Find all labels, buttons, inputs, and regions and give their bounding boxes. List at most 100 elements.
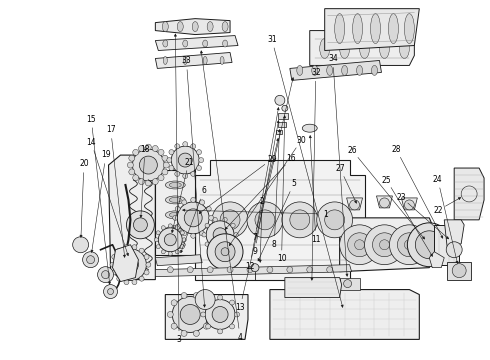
Circle shape	[124, 280, 129, 285]
Circle shape	[201, 312, 206, 317]
Circle shape	[124, 245, 129, 250]
Circle shape	[172, 297, 208, 332]
Text: 25: 25	[382, 176, 392, 185]
Circle shape	[223, 217, 227, 222]
Ellipse shape	[203, 40, 208, 47]
Circle shape	[161, 226, 165, 230]
Circle shape	[139, 179, 145, 185]
Ellipse shape	[222, 40, 227, 47]
Circle shape	[169, 166, 174, 171]
Circle shape	[218, 295, 222, 300]
Circle shape	[349, 200, 360, 210]
Polygon shape	[340, 218, 434, 272]
Circle shape	[282, 105, 288, 111]
Circle shape	[117, 248, 122, 253]
Circle shape	[156, 245, 160, 249]
Polygon shape	[155, 53, 232, 68]
Ellipse shape	[165, 211, 185, 219]
Circle shape	[416, 231, 443, 259]
Text: 26: 26	[347, 146, 357, 155]
Circle shape	[146, 262, 151, 267]
Circle shape	[101, 271, 110, 279]
Circle shape	[275, 95, 285, 105]
Circle shape	[202, 233, 206, 237]
Text: 4: 4	[238, 333, 243, 342]
Circle shape	[200, 200, 205, 205]
Circle shape	[152, 145, 158, 152]
Circle shape	[161, 250, 165, 254]
Circle shape	[365, 225, 404, 265]
Text: 9: 9	[252, 247, 257, 256]
Circle shape	[110, 262, 115, 267]
Ellipse shape	[399, 39, 409, 58]
Ellipse shape	[165, 181, 185, 189]
Circle shape	[223, 248, 227, 252]
Circle shape	[178, 153, 192, 167]
Ellipse shape	[165, 241, 185, 249]
Ellipse shape	[340, 39, 349, 58]
Text: 10: 10	[277, 255, 287, 264]
Text: 8: 8	[272, 240, 277, 249]
Circle shape	[140, 156, 157, 174]
Circle shape	[171, 300, 177, 306]
Circle shape	[213, 248, 218, 252]
Circle shape	[139, 276, 144, 281]
Text: 16: 16	[287, 154, 296, 163]
Circle shape	[172, 146, 199, 174]
Circle shape	[212, 202, 248, 238]
Bar	[276, 130, 282, 134]
Circle shape	[117, 276, 122, 281]
Polygon shape	[376, 196, 392, 208]
Circle shape	[194, 330, 199, 336]
Ellipse shape	[183, 40, 188, 47]
Text: 34: 34	[328, 54, 338, 63]
Text: 5: 5	[292, 179, 296, 188]
Polygon shape	[346, 198, 363, 210]
Text: 14: 14	[86, 138, 96, 147]
Text: 28: 28	[392, 145, 401, 154]
Circle shape	[180, 231, 184, 235]
Circle shape	[206, 324, 211, 329]
Text: 3: 3	[177, 335, 181, 344]
Circle shape	[379, 198, 390, 208]
Circle shape	[196, 166, 201, 171]
Circle shape	[446, 242, 462, 258]
Circle shape	[215, 242, 235, 262]
Circle shape	[207, 311, 213, 318]
Circle shape	[205, 300, 235, 329]
Circle shape	[167, 158, 172, 163]
Ellipse shape	[165, 226, 185, 234]
Text: 23: 23	[396, 193, 406, 202]
Circle shape	[126, 211, 154, 239]
Circle shape	[227, 267, 233, 273]
Ellipse shape	[203, 57, 207, 64]
Ellipse shape	[353, 14, 363, 44]
Polygon shape	[155, 265, 352, 276]
Circle shape	[115, 249, 147, 280]
Circle shape	[397, 233, 421, 257]
Circle shape	[207, 234, 243, 270]
Circle shape	[168, 252, 172, 256]
Circle shape	[175, 206, 180, 211]
Circle shape	[231, 223, 235, 228]
Polygon shape	[155, 255, 202, 266]
Circle shape	[203, 300, 209, 306]
Ellipse shape	[327, 66, 333, 75]
Polygon shape	[113, 245, 138, 282]
Circle shape	[180, 245, 184, 249]
Text: 21: 21	[184, 158, 194, 167]
Ellipse shape	[357, 66, 363, 75]
Circle shape	[327, 267, 333, 273]
Circle shape	[213, 217, 218, 222]
Ellipse shape	[169, 183, 181, 188]
Circle shape	[206, 224, 211, 229]
Text: 27: 27	[335, 164, 345, 173]
Circle shape	[404, 240, 415, 250]
Circle shape	[205, 242, 209, 246]
Circle shape	[231, 242, 235, 246]
Ellipse shape	[169, 227, 181, 232]
Bar	[278, 122, 286, 127]
Text: 33: 33	[182, 57, 191, 66]
Circle shape	[247, 202, 283, 238]
Circle shape	[195, 289, 215, 310]
